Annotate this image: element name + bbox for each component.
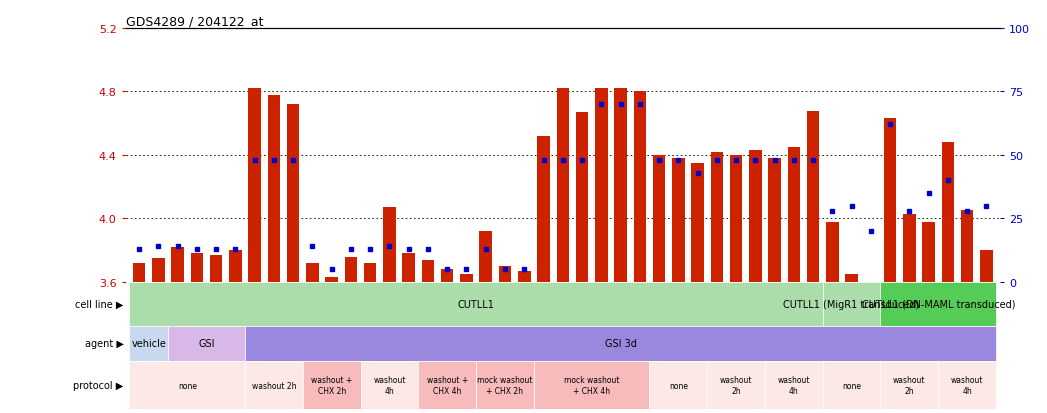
Text: washout
2h: washout 2h — [893, 375, 926, 395]
Bar — [344, 257, 357, 282]
Bar — [787, 147, 800, 282]
Bar — [904, 214, 916, 282]
Bar — [865, 282, 877, 285]
Bar — [691, 164, 704, 282]
Bar — [633, 92, 646, 282]
Bar — [229, 251, 242, 282]
Bar — [130, 361, 245, 409]
Bar — [498, 266, 511, 282]
Bar — [922, 222, 935, 282]
Bar — [306, 263, 318, 282]
Text: washout
4h: washout 4h — [373, 375, 405, 395]
Bar — [557, 89, 569, 282]
Text: none: none — [178, 381, 197, 389]
Text: GDS4289 / 204122_at: GDS4289 / 204122_at — [126, 15, 263, 28]
Bar — [364, 263, 377, 282]
Bar — [845, 274, 857, 282]
Text: CUTLL1 (MigR1 transduced): CUTLL1 (MigR1 transduced) — [783, 299, 919, 309]
Bar — [884, 119, 896, 282]
Text: cell line ▶: cell line ▶ — [75, 299, 124, 309]
Bar — [422, 260, 435, 282]
Text: none: none — [669, 381, 688, 389]
Bar — [537, 137, 550, 282]
Bar — [807, 111, 820, 282]
Bar — [130, 326, 168, 361]
Bar — [360, 361, 419, 409]
Bar — [268, 95, 281, 282]
Text: GSI 3d: GSI 3d — [604, 339, 637, 349]
Bar — [534, 361, 649, 409]
Bar — [476, 361, 534, 409]
Bar — [419, 361, 476, 409]
Bar — [133, 263, 146, 282]
Text: none: none — [842, 381, 861, 389]
Bar — [707, 361, 765, 409]
Text: vehicle: vehicle — [131, 339, 166, 349]
Bar — [615, 89, 627, 282]
Bar — [823, 282, 881, 326]
Text: agent ▶: agent ▶ — [85, 339, 124, 349]
Bar — [287, 105, 299, 282]
Bar — [730, 156, 742, 282]
Bar — [980, 251, 993, 282]
Bar — [245, 326, 996, 361]
Bar — [595, 89, 607, 282]
Bar — [172, 247, 184, 282]
Text: mock washout
+ CHX 4h: mock washout + CHX 4h — [564, 375, 620, 395]
Bar — [881, 282, 996, 326]
Bar — [303, 361, 360, 409]
Text: washout +
CHX 4h: washout + CHX 4h — [426, 375, 468, 395]
Text: washout 2h: washout 2h — [251, 381, 296, 389]
Text: CUTLL1 (DN-MAML transduced): CUTLL1 (DN-MAML transduced) — [862, 299, 1015, 309]
Bar — [402, 254, 415, 282]
Bar — [191, 254, 203, 282]
Bar — [245, 361, 303, 409]
Bar — [711, 152, 723, 282]
Bar — [826, 222, 839, 282]
Bar — [765, 361, 823, 409]
Bar — [961, 211, 974, 282]
Text: washout
4h: washout 4h — [778, 375, 810, 395]
Bar — [768, 159, 781, 282]
Bar — [461, 274, 473, 282]
Bar — [672, 159, 685, 282]
Text: CUTLL1: CUTLL1 — [458, 299, 494, 309]
Bar — [168, 326, 245, 361]
Bar — [152, 259, 164, 282]
Text: washout +
CHX 2h: washout + CHX 2h — [311, 375, 352, 395]
Bar — [749, 151, 761, 282]
Text: washout
4h: washout 4h — [951, 375, 983, 395]
Bar — [649, 361, 707, 409]
Bar — [938, 361, 996, 409]
Bar — [823, 361, 881, 409]
Bar — [518, 271, 531, 282]
Bar — [441, 270, 453, 282]
Text: mock washout
+ CHX 2h: mock washout + CHX 2h — [477, 375, 533, 395]
Bar — [209, 255, 222, 282]
Text: washout
2h: washout 2h — [720, 375, 753, 395]
Bar — [326, 278, 338, 282]
Text: GSI: GSI — [198, 339, 215, 349]
Bar — [383, 208, 396, 282]
Bar — [480, 232, 492, 282]
Bar — [248, 89, 261, 282]
Bar — [130, 282, 823, 326]
Bar — [881, 361, 938, 409]
Bar — [941, 143, 954, 282]
Bar — [652, 156, 665, 282]
Text: protocol ▶: protocol ▶ — [73, 380, 124, 390]
Bar — [576, 113, 588, 282]
